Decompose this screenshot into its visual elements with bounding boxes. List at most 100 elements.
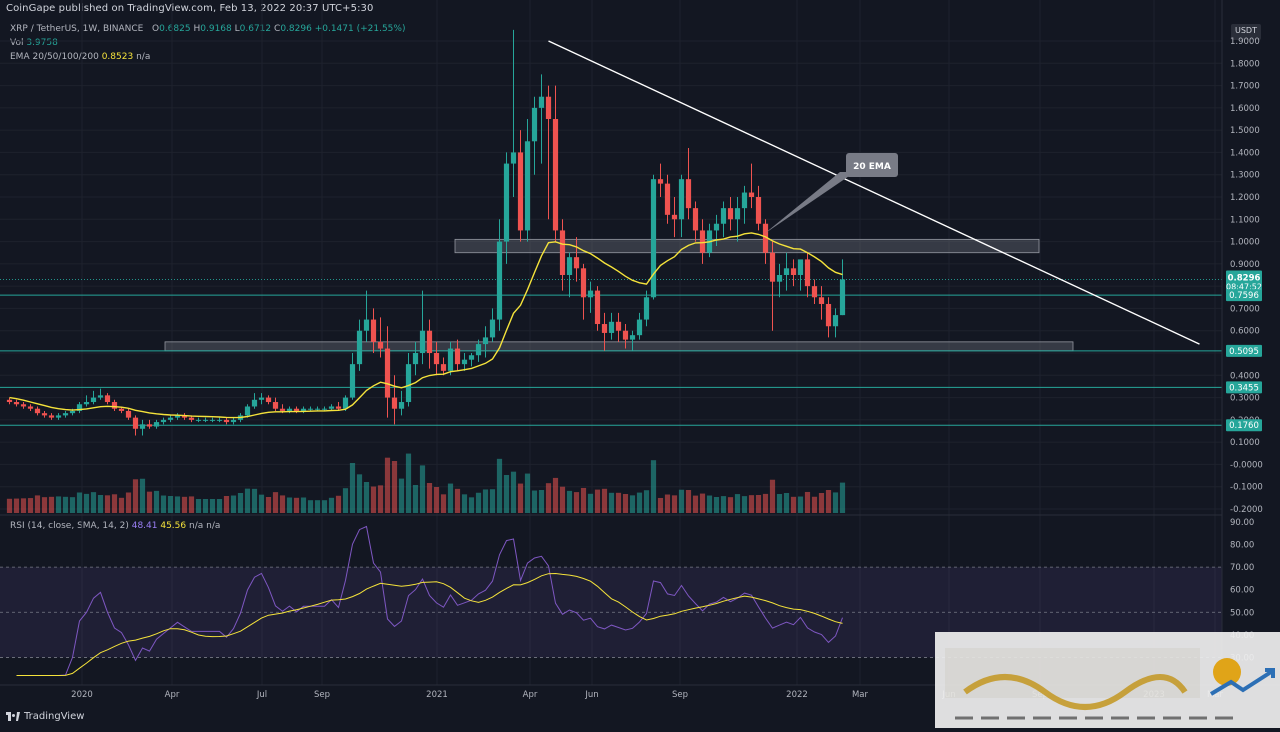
candle-body [167, 417, 174, 420]
level-badge [1226, 381, 1262, 394]
candle-body [552, 119, 559, 231]
candle-body [279, 408, 286, 411]
volume-bar [97, 495, 104, 513]
volume-bar [776, 494, 783, 513]
volume-bar [34, 495, 41, 513]
volume-bar [230, 495, 237, 513]
close-label: C [274, 24, 281, 34]
price-tick-label: 1.2000 [1230, 193, 1260, 203]
volume-bar [748, 495, 755, 513]
volume-bar [286, 497, 293, 513]
candle-body [615, 321, 622, 331]
watermark-logo-image [945, 648, 1275, 720]
volume-bar [300, 497, 307, 513]
low-value: 0.6712 [239, 24, 272, 34]
candle-body [440, 364, 447, 371]
candle-body [741, 192, 748, 209]
time-tick-label: Sep [314, 690, 330, 700]
candle-body [174, 415, 181, 418]
candle-body [188, 417, 195, 420]
grid [0, 0, 1222, 685]
candle-body [405, 364, 412, 403]
candle-body [216, 419, 223, 421]
volume-bar [664, 494, 671, 513]
tradingview-footer[interactable]: TradingView [6, 711, 84, 722]
price-tick-label: 0.4000 [1230, 371, 1260, 381]
candle-body [335, 406, 342, 409]
countdown-label: 08:47:52 [1226, 283, 1262, 292]
volume-bar [391, 461, 398, 513]
candle-body [307, 408, 314, 410]
candle-body [783, 268, 790, 275]
volume-bar [412, 485, 419, 513]
candle-body [538, 96, 545, 108]
candle-body [244, 406, 251, 416]
volume-label[interactable]: Vol [10, 38, 24, 48]
volume-bar [440, 494, 447, 513]
candle-body [349, 364, 356, 398]
time-tick-label: Apr [523, 690, 538, 700]
candle-body [503, 163, 510, 242]
volume-bar [55, 496, 62, 513]
volume-bar [629, 495, 636, 513]
volume-bar [517, 483, 524, 513]
ema-label[interactable]: EMA 20/50/100/200 [10, 52, 99, 62]
volume-bar [356, 474, 363, 513]
candle-body [370, 319, 377, 342]
volume-bar [83, 493, 90, 513]
level-price-label: 0.1760 [1229, 421, 1259, 431]
candle-body [230, 419, 237, 423]
volume-bar [832, 492, 839, 513]
rsi-value: 48.41 [131, 521, 158, 531]
volume-bar [398, 478, 405, 513]
volume-bar [706, 495, 713, 513]
time-tick-label: Jul [256, 690, 267, 700]
candle-body [685, 179, 692, 209]
volume-bar [720, 496, 727, 513]
candle-body [517, 152, 524, 231]
volume-bar [349, 463, 356, 513]
candle-body [489, 319, 496, 338]
symbol-name[interactable]: XRP / TetherUS, 1W, BINANCE [10, 24, 144, 34]
price-tick-label: 1.6000 [1230, 104, 1260, 114]
volume-bar [174, 496, 181, 513]
candle-body [755, 197, 762, 224]
level-badge [1226, 419, 1262, 432]
candle-body [111, 402, 118, 409]
volume-bar [783, 493, 790, 513]
volume-bar [27, 498, 34, 513]
volume-bar [475, 492, 482, 513]
volume-bar [433, 487, 440, 513]
price-tick-label: 0.3000 [1230, 394, 1260, 404]
candle-body [790, 268, 797, 275]
candle-body [209, 419, 216, 421]
resistance-zone [454, 238, 1040, 254]
rsi-na1: n/a [189, 521, 204, 531]
candle-body [636, 319, 643, 336]
volume-bar [496, 458, 503, 513]
candle-body [692, 208, 699, 231]
volume-bar [139, 478, 146, 513]
candle-body [6, 399, 13, 403]
price-tick-label: 0.7000 [1230, 304, 1260, 314]
candle-body [69, 410, 76, 414]
volume-bar [524, 473, 531, 513]
rsi-tick-label: 50.00 [1230, 608, 1254, 618]
volume-bar [370, 486, 377, 513]
volume-bar [244, 488, 251, 513]
volume-bar [790, 496, 797, 513]
candle-body [671, 214, 678, 220]
candle-body [132, 417, 139, 429]
time-tick-label: 2021 [426, 690, 448, 700]
volume-bar [146, 491, 153, 513]
candle-body [62, 413, 69, 416]
candle-body [356, 330, 363, 365]
price-tick-label: 1.4000 [1230, 148, 1260, 158]
rsi-tick-label: 60.00 [1230, 586, 1254, 596]
price-tick-label: 0.9000 [1230, 260, 1260, 270]
candle-body [153, 422, 160, 427]
rsi-label[interactable]: RSI (14, close, SMA, 14, 2) [10, 521, 129, 531]
volume-bar [587, 493, 594, 513]
volume-bar [538, 490, 545, 513]
